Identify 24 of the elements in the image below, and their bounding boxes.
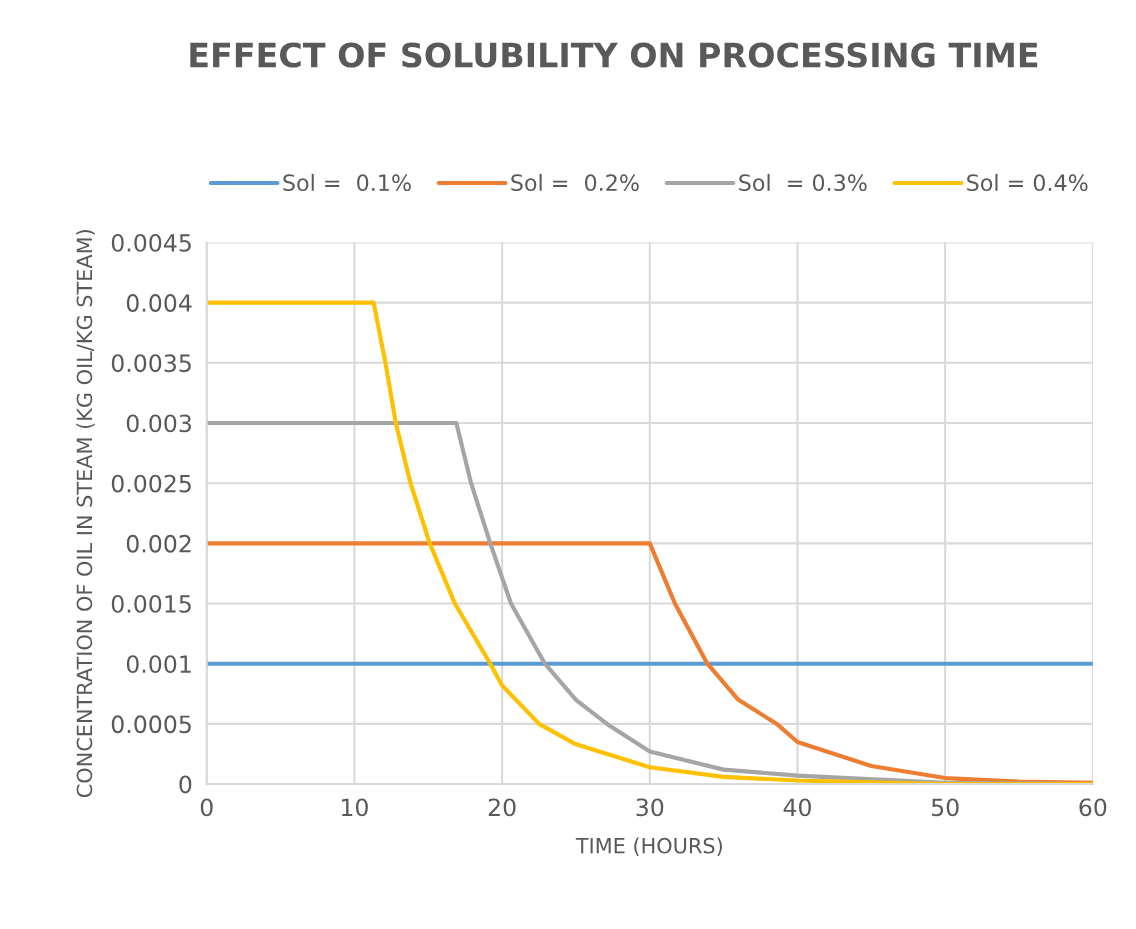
y-tick-label: 0 <box>179 775 192 794</box>
legend-label: Sol = 0.2% <box>511 173 639 192</box>
legend-label: Sol = 0.4% <box>967 173 1088 192</box>
y-tick-label: 0.003 <box>126 414 191 433</box>
y-tick-label: 0.0025 <box>111 474 191 493</box>
y-tick-label: 0.0045 <box>111 233 191 252</box>
y-tick-label: 0.0015 <box>111 594 191 613</box>
chart-title: EFFECT OF SOLUBILITY ON PROCESSING TIME <box>190 42 1038 68</box>
y-tick-label: 0.0035 <box>111 354 191 373</box>
x-tick-label: 20 <box>488 798 516 817</box>
y-tick-label: 0.001 <box>126 655 191 674</box>
x-tick-label: 60 <box>1079 798 1107 817</box>
x-axis-title: TIME (HOURS) <box>575 837 722 857</box>
x-tick-label: 50 <box>931 798 959 817</box>
x-tick-label: 10 <box>342 798 368 817</box>
legend-label: Sol = 0.1% <box>283 173 411 192</box>
legend-label: Sol = 0.3% <box>739 173 867 192</box>
x-tick-label: 30 <box>636 798 664 817</box>
y-axis-title: CONCENTRATION OF OIL IN STEAM (KG OIL/KG STEAM) <box>76 230 95 798</box>
y-tick-label: 0.002 <box>126 534 191 553</box>
x-tick-label: 40 <box>783 798 811 817</box>
y-tick-label: 0.004 <box>126 294 192 312</box>
y-tick-label: 0.0005 <box>111 715 191 734</box>
x-tick-label: 0 <box>200 798 213 817</box>
